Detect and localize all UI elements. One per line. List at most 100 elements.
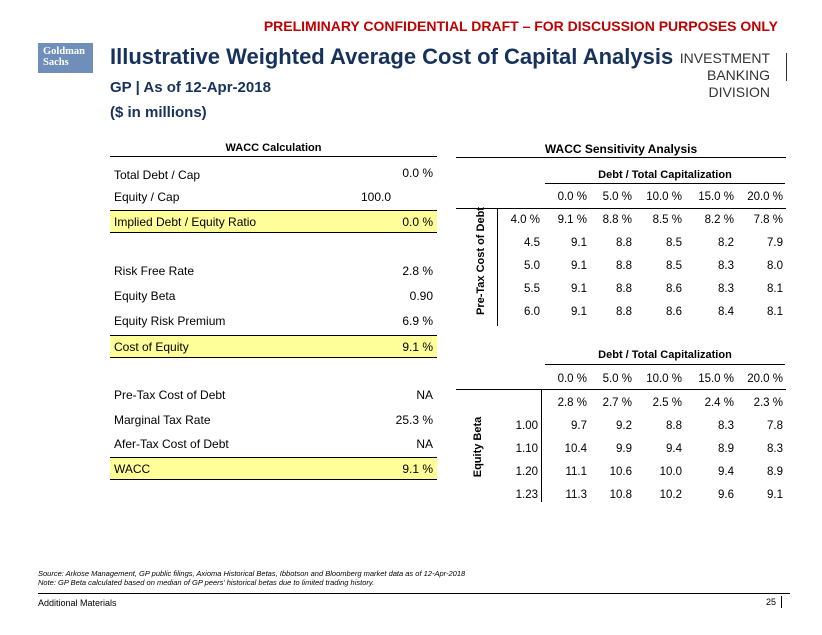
table1-cell: 9.1	[571, 283, 587, 295]
wacc-row: Risk Free Rate 2.8 %	[110, 260, 437, 283]
table1-cell: 8.3	[718, 283, 734, 295]
table1-cell: 8.8	[616, 260, 632, 272]
wacc-row: Equity / Cap 100.0	[110, 186, 437, 209]
table2-top-row-cell: 2.5 %	[652, 397, 682, 409]
wacc-row-value: 2.8 %	[402, 264, 433, 278]
table2-column-label: 20.0 %	[747, 373, 783, 385]
table1-cell: 8.5	[666, 260, 682, 272]
table2-row-label: 1.10	[515, 443, 538, 455]
wacc-row: Marginal Tax Rate 25.3 %	[110, 409, 437, 432]
table2-cell: 8.3	[767, 443, 783, 455]
wacc-row-label: Implied Debt / Equity Ratio	[114, 215, 257, 229]
table1-column-label: 0.0 %	[557, 191, 587, 203]
wacc-row-label: WACC	[114, 462, 151, 476]
wacc-row-label: Cost of Equity	[114, 340, 189, 354]
table2-cell: 10.8	[609, 489, 632, 501]
table1-column-label: 15.0 %	[698, 191, 734, 203]
table1-row-header: Pre-Tax Cost of Debt	[475, 207, 487, 315]
table2-cell: 10.0	[659, 466, 682, 478]
wacc-row: Equity Risk Premium 6.9 %	[110, 310, 437, 333]
table1-cell: 7.8 %	[753, 214, 783, 226]
table1-cell: 9.1 %	[557, 214, 587, 226]
wacc-row-value: 100.0	[360, 190, 391, 204]
wacc-row-label: Pre-Tax Cost of Debt	[114, 388, 226, 402]
wacc-row-value: 0.90	[409, 289, 433, 303]
table1-col-header: Debt / Total Capitalization	[598, 169, 732, 181]
division-line-2: DIVISION	[708, 84, 770, 100]
table2-col-header-rule	[545, 364, 785, 365]
wacc-calc-heading: WACC Calculation	[225, 142, 322, 154]
table2-top-row-cell: 2.4 %	[704, 397, 734, 409]
table2-cell: 8.9	[767, 466, 783, 478]
table2-top-row-cell: 2.3 %	[753, 397, 783, 409]
table2-cell: 9.9	[616, 443, 632, 455]
table2-cell: 9.1	[767, 489, 783, 501]
table1-cell: 8.8	[616, 237, 632, 249]
source-line: Source: Arkose Management, GP public fil…	[38, 569, 466, 578]
table1-cell: 8.2 %	[704, 214, 734, 226]
table2-cell: 11.1	[565, 466, 587, 478]
table1-row-label: 4.0 %	[510, 214, 540, 226]
division-line-1: INVESTMENT BANKING	[679, 50, 770, 83]
table2-row-label: 1.23	[515, 489, 538, 501]
table2-cell: 7.8	[767, 420, 783, 432]
table2-cell: 9.2	[616, 420, 632, 432]
wacc-row: Pre-Tax Cost of Debt NA	[110, 384, 437, 407]
table2-cell: 8.3	[718, 420, 734, 432]
table1-cell: 8.8	[616, 306, 632, 318]
table2-cell: 10.2	[659, 489, 682, 501]
table1-cell: 8.2	[718, 237, 734, 249]
table1-cell: 7.9	[767, 237, 783, 249]
page-number: 25	[765, 597, 776, 607]
table1-column-label: 20.0 %	[747, 191, 783, 203]
wacc-row-label: Marginal Tax Rate	[114, 413, 211, 427]
wacc-row-highlighted: Cost of Equity 9.1 %	[110, 335, 437, 358]
page-title: Illustrative Weighted Average Cost of Ca…	[110, 44, 674, 69]
table1-cell: 8.0	[767, 260, 783, 272]
source-notes: Source: Arkose Management, GP public fil…	[38, 569, 465, 587]
page-number-divider	[781, 596, 782, 608]
table2-cell: 11.3	[565, 489, 587, 501]
table1-cell: 8.1	[767, 306, 783, 318]
wacc-row-value: 0.0 %	[402, 215, 433, 229]
logo-line-2: Sachs	[43, 57, 69, 68]
division-divider	[786, 53, 787, 81]
wacc-row-label: Equity / Cap	[114, 190, 180, 204]
table1-cell: 9.1	[571, 260, 587, 272]
units-note: ($ in millions)	[110, 104, 207, 121]
wacc-row-label: Risk Free Rate	[114, 264, 195, 278]
table1-column-label: 5.0 %	[602, 191, 632, 203]
table1-cell: 8.5 %	[652, 214, 682, 226]
table2-row-label: 1.00	[515, 420, 538, 432]
table2-cell: 8.8	[666, 420, 682, 432]
table1-row-label: 4.5	[524, 237, 540, 249]
table1-cell: 8.6	[666, 283, 682, 295]
wacc-row-label: Total Debt / Cap	[114, 168, 201, 182]
table1-column-label: 10.0 %	[646, 191, 682, 203]
wacc-row-value: NA	[416, 437, 433, 451]
wacc-row-value: 9.1 %	[402, 462, 433, 476]
table1-cell: 9.1	[571, 306, 587, 318]
table2-row-label: 1.20	[515, 466, 538, 478]
wacc-row-label: Equity Beta	[114, 289, 176, 303]
table1-cell: 8.4	[718, 306, 734, 318]
wacc-row-value: 25.3 %	[395, 413, 433, 427]
table1-col-header-rule	[545, 183, 785, 184]
table2-cell: 9.7	[571, 420, 587, 432]
wacc-row-highlighted: WACC 9.1 %	[110, 457, 437, 480]
sensitivity-rule	[456, 157, 786, 158]
table2-cell: 10.4	[564, 443, 587, 455]
table1-cell: 8.1	[767, 283, 783, 295]
wacc-row-value: 0.0 %	[402, 166, 433, 180]
table2-top-rule	[456, 389, 786, 390]
wacc-row: Equity Beta 0.90	[110, 285, 437, 308]
wacc-row-highlighted: Implied Debt / Equity Ratio 0.0 %	[110, 210, 437, 233]
table2-cell: 10.6	[609, 466, 632, 478]
goldman-sachs-logo: Goldman Sachs	[38, 43, 93, 73]
table2-column-label: 0.0 %	[557, 373, 587, 385]
table2-top-row-cell: 2.8 %	[557, 397, 587, 409]
table2-cell: 9.6	[718, 489, 734, 501]
table2-cell: 9.4	[718, 466, 734, 478]
logo-line-1: Goldman	[43, 46, 86, 57]
table1-cell: 9.1	[571, 237, 587, 249]
